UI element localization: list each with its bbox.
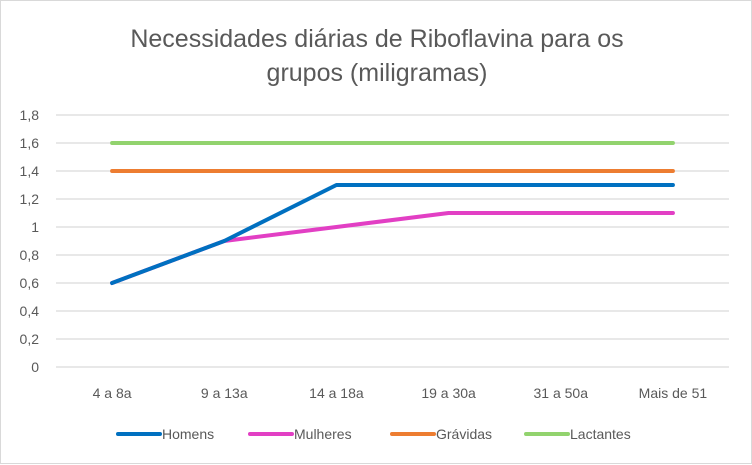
legend-label-homens: Homens [162, 426, 214, 442]
x-tick-label: 9 a 13a [201, 385, 248, 401]
x-tick-label: 31 a 50a [534, 385, 589, 401]
x-tick-label: 14 a 18a [309, 385, 364, 401]
legend-label-grávidas: Grávidas [436, 426, 492, 442]
y-tick-label: 0,4 [20, 303, 40, 319]
y-tick-label: 1,8 [20, 107, 40, 123]
x-tick-label: 19 a 30a [421, 385, 476, 401]
y-tick-label: 1,4 [20, 163, 40, 179]
y-tick-label: 1 [31, 219, 39, 235]
y-tick-label: 0,2 [20, 331, 40, 347]
y-tick-label: 0 [31, 359, 39, 375]
y-tick-label: 1,2 [20, 191, 40, 207]
x-tick-label: Mais de 51 [639, 385, 708, 401]
chart-title-line-2: grupos (miligramas) [267, 59, 488, 87]
y-tick-label: 0,6 [20, 275, 40, 291]
series-line-homens [110, 183, 675, 285]
chart-title-line-1: Necessidades diárias de Riboflavina para… [130, 25, 623, 53]
series-line-mulheres [110, 211, 675, 285]
x-tick-label: 4 a 8a [93, 385, 132, 401]
legend-label-lactantes: Lactantes [570, 426, 631, 442]
legend-label-mulheres: Mulheres [294, 426, 352, 442]
y-tick-label: 1,6 [20, 135, 40, 151]
y-tick-label: 0,8 [20, 247, 40, 263]
